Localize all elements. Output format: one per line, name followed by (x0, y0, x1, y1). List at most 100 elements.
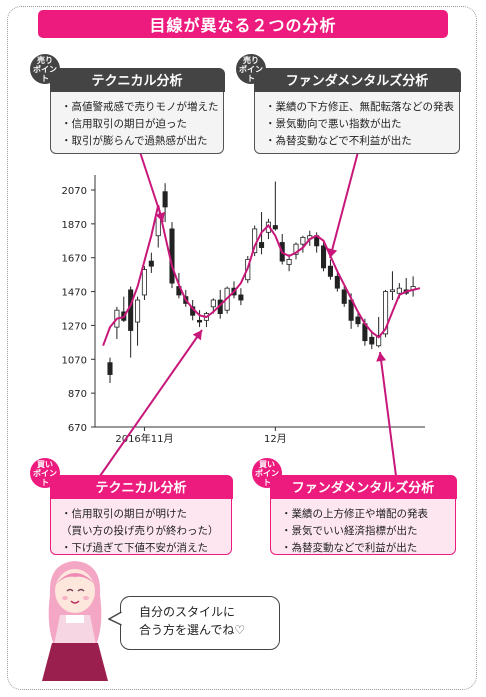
list-item: ・景気でいい経済指標が出た (281, 525, 418, 537)
candle-body (355, 316, 361, 325)
candle (410, 276, 416, 297)
candle (107, 357, 113, 383)
sell-fundamental-list: ・業績の下方修正、無配転落などの発表 ・景気動向で悪い指数が出た ・為替変動など… (265, 99, 454, 150)
x-tick-label: 2016年11月 (115, 432, 173, 445)
candle (341, 286, 347, 307)
candle (389, 271, 395, 301)
badge-line: ポイント (33, 64, 57, 83)
candle-body (383, 291, 389, 335)
list-item: ・業績の上方修正や増配の発表 (281, 508, 428, 520)
candle (197, 310, 203, 328)
sell-technical-box: テクニカル分析 ・高値警戒感で売りモノが増えた ・信用取引の期日が迫った ・取引… (49, 67, 225, 154)
y-tick-label: 1670 (62, 254, 87, 265)
buy-fundamental-box: ファンダメンタルズ分析 ・業績の上方修正や増配の発表 ・景気でいい経済指標が出た… (269, 474, 457, 557)
list-item: ・取引が膨らんで過熱感が出た (61, 135, 208, 147)
bubble-tail (108, 611, 122, 626)
list-item: ・為替変動などで不利益が出た (265, 135, 412, 147)
buy-point-badge: 買い ポイント (30, 458, 60, 488)
candle-body (334, 275, 340, 289)
y-tick-label: 1270 (62, 321, 87, 332)
pointer-sell-technical (139, 151, 164, 223)
sell-fundamental-header: ファンダメンタルズ分析 (253, 67, 461, 92)
list-item: ・高値警戒感で売りモノが増えた (61, 101, 219, 113)
candle (148, 252, 154, 273)
candle-body (321, 245, 327, 269)
buy-technical-box: テクニカル分析 ・信用取引の期日が明けた （買い方の投げ売りが終わった） ・下げ… (49, 474, 233, 557)
candle (293, 242, 299, 260)
candle (286, 254, 292, 272)
candle-body (300, 236, 306, 245)
speech-bubble: 自分のスタイルに 合う方を選んでね♡ (120, 596, 280, 650)
candle (300, 235, 306, 253)
badge-line: ポイント (33, 468, 57, 487)
candle (327, 259, 333, 280)
candle (334, 272, 340, 292)
candle-body (376, 335, 382, 347)
candle-body (396, 287, 402, 294)
pointer-buy-fundamental-head (376, 352, 387, 362)
buy-fundamental-list: ・業績の上方修正や増配の発表 ・景気でいい経済指標が出た ・為替変動などで利益が… (281, 506, 449, 557)
pointer-sell-fundamental-head (327, 248, 338, 258)
y-tick-label: 1470 (62, 288, 87, 299)
candle-body (238, 294, 244, 301)
pointer-sell-technical-head (155, 211, 165, 222)
sell-point-badge: 売り ポイント (236, 54, 266, 84)
y-tick-label: 2070 (62, 186, 87, 197)
candle-body (369, 336, 375, 345)
bubble-line: 自分のスタイルに (139, 605, 236, 619)
list-item: ・景気動向で悪い指数が出た (265, 118, 402, 130)
y-tick-label: 670 (68, 423, 87, 434)
badge-line: 買い (37, 459, 53, 469)
candle (369, 330, 375, 350)
badge-line: 売り (37, 55, 53, 65)
candle-body (135, 299, 141, 323)
sell-point-badge: 売り ポイント (30, 54, 60, 84)
list-item: ・信用取引の期日が明けた (61, 508, 187, 520)
pointer-buy-technical-head (192, 330, 202, 341)
list-item: ・下げ過ぎて下値不安が消えた (61, 542, 208, 554)
candle-body (141, 269, 147, 296)
candle (162, 183, 168, 223)
candle (272, 181, 278, 231)
candle-body (327, 265, 333, 277)
buy-point-badge: 買い ポイント (252, 458, 282, 488)
list-item: （買い方の投げ売りが終わった） (61, 525, 219, 537)
candle-body (389, 289, 395, 292)
candle (135, 296, 141, 346)
girl-character-illustration (42, 561, 108, 681)
candle (128, 286, 134, 358)
buy-technical-list: ・信用取引の期日が明けた （買い方の投げ売りが終わった） ・下げ過ぎて下値不安が… (61, 506, 225, 557)
list-item: ・信用取引の期日が迫った (61, 118, 187, 130)
candle-body (128, 289, 134, 331)
sell-technical-header: テクニカル分析 (49, 67, 225, 92)
list-item: ・為替変動などで利益が出た (281, 542, 418, 554)
outer-frame (7, 6, 477, 690)
candle (141, 266, 147, 301)
candle-body (148, 260, 154, 267)
buy-technical-header: テクニカル分析 (49, 474, 233, 499)
candles (107, 181, 416, 383)
pointer-buy-technical (99, 329, 203, 477)
chart-axes: 670 870 1070 1270 1470 1670 1870 2070 2016年11月 12… (62, 175, 425, 445)
candle (238, 288, 244, 306)
y-tick-label: 870 (68, 389, 87, 400)
list-item: ・業績の下方修正、無配転落などの発表 (265, 101, 454, 113)
candle-body (259, 242, 265, 248)
candle-body (286, 259, 292, 265)
badge-line: ポイント (255, 468, 279, 487)
candle-body (210, 299, 216, 308)
candle-body (341, 289, 347, 304)
pointer-sell-fundamental (329, 151, 359, 259)
y-tick-label: 1070 (62, 355, 87, 366)
x-tick-label: 12月 (264, 433, 287, 445)
sell-technical-list: ・高値警戒感で売りモノが増えた ・信用取引の期日が迫った ・取引が膨らんで過熱感… (61, 99, 219, 150)
bubble-line: 合う方を選んでね♡ (139, 623, 246, 637)
page-title: 目線が異なる２つの分析 (38, 10, 448, 38)
candle-body (107, 362, 113, 375)
buy-fundamental-header: ファンダメンタルズ分析 (269, 474, 457, 499)
sell-fundamental-box: ファンダメンタルズ分析 ・業績の下方修正、無配転落などの発表 ・景気動向で悪い指… (253, 67, 461, 154)
candle-body (293, 243, 299, 255)
candle-body (162, 191, 168, 208)
candle-body (272, 225, 278, 230)
candle (376, 316, 382, 348)
